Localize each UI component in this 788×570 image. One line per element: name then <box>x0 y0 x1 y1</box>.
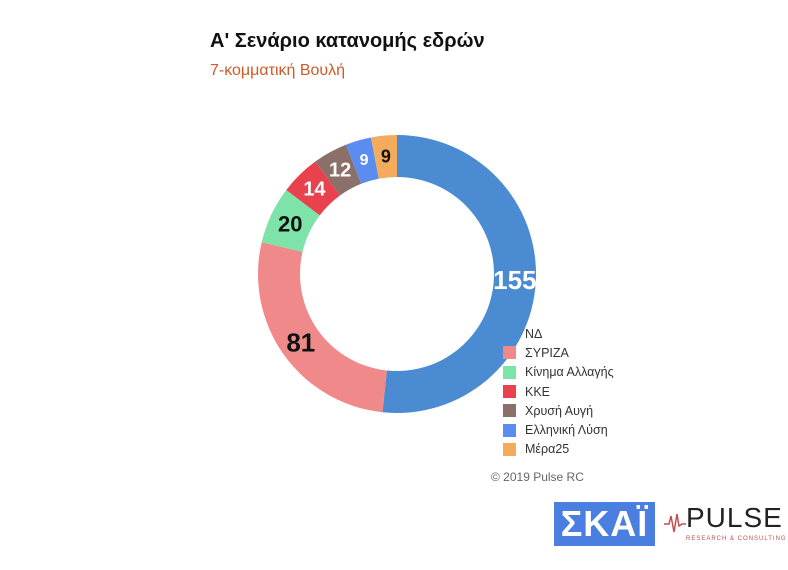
legend-label: Μέρα25 <box>525 442 570 457</box>
legend-item-3: ΚΚΕ <box>503 382 614 401</box>
legend-swatch <box>503 442 516 456</box>
chart-legend: ΝΔ ΣΥΡΙΖΑ Κίνημα Αλλαγής ΚΚΕ Χρυσή Αυγή Ελλην… <box>503 324 614 459</box>
donut-slice-0 <box>382 135 536 414</box>
donut-slice-1 <box>258 242 387 413</box>
chart-subtitle: 7-κομματική Βουλή <box>210 62 346 79</box>
legend-item-6: Μέρα25 <box>503 440 614 459</box>
pulse-logo: PULSE RESEARCH & CONSULTING <box>664 502 787 546</box>
data-label-0: 155 <box>493 265 536 295</box>
legend-swatch <box>503 346 516 360</box>
legend-swatch <box>503 385 516 399</box>
legend-item-4: Χρυσή Αυγή <box>503 401 614 420</box>
chart-title: Α' Σενάριο κατανομής εδρών <box>210 30 485 52</box>
copyright-note: © 2019 Pulse RC <box>491 470 584 484</box>
legend-swatch <box>503 365 516 379</box>
legend-label: Κίνημα Αλλαγής <box>525 365 614 380</box>
legend-item-1: ΣΥΡΙΖΑ <box>503 343 614 362</box>
donut-slice-2 <box>261 189 320 252</box>
donut-slice-5 <box>345 137 379 184</box>
pulse-wave-icon <box>664 513 686 533</box>
data-label-3: 14 <box>303 179 326 201</box>
data-label-5: 9 <box>360 152 369 169</box>
legend-swatch <box>503 327 516 341</box>
legend-item-2: Κίνημα Αλλαγής <box>503 363 614 382</box>
legend-label: ΣΥΡΙΖΑ <box>525 345 569 360</box>
donut-slice-6 <box>370 135 397 179</box>
data-label-2: 20 <box>278 211 302 236</box>
legend-label: ΚΚΕ <box>525 384 551 399</box>
legend-label: ΝΔ <box>525 326 543 341</box>
data-label-1: 81 <box>286 327 315 357</box>
skai-logo: ΣΚΑΪ <box>554 502 655 546</box>
legend-item-5: Ελληνική Λύση <box>503 420 614 439</box>
pulse-logo-tagline: RESEARCH & CONSULTING <box>686 536 787 542</box>
donut-slice-4 <box>315 144 362 196</box>
pulse-logo-text: PULSE <box>686 502 783 533</box>
legend-swatch <box>503 404 516 418</box>
legend-swatch <box>503 423 516 437</box>
data-label-6: 9 <box>381 147 391 167</box>
data-label-4: 12 <box>329 160 351 182</box>
donut-slice-3 <box>286 161 340 216</box>
legend-item-0: ΝΔ <box>503 324 614 343</box>
legend-label: Ελληνική Λύση <box>525 423 608 438</box>
legend-label: Χρυσή Αυγή <box>525 403 594 418</box>
